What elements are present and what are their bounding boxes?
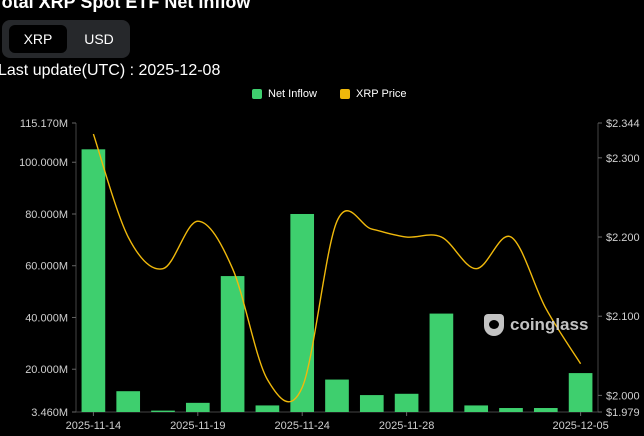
legend-swatch-xrp-price	[340, 89, 350, 99]
coinglass-watermark: coinglass	[484, 314, 588, 336]
bar-net-inflow	[255, 405, 280, 412]
x-tick-label: 2025-11-19	[170, 420, 225, 432]
legend-swatch-net-inflow	[252, 89, 262, 99]
line-xrp-price	[92, 133, 582, 403]
unit-toggle: XRP USD	[2, 20, 130, 58]
y-right-tick-label: $2.000	[606, 390, 640, 402]
bar-net-inflow	[359, 395, 384, 412]
y-right-tick-label: $2.300	[606, 153, 640, 165]
y-left-tick-label: 3.460M	[31, 407, 68, 419]
y-right-tick-label: $2.200	[606, 232, 640, 244]
y-left-tick-label: 20.000M	[25, 364, 68, 376]
bar-net-inflow	[499, 408, 523, 412]
y-right-tick-label: $2.100	[606, 311, 640, 323]
last-update-value: 2025-12-08	[138, 62, 221, 79]
y-left-tick-label: 100.000M	[19, 157, 68, 169]
legend-label-net-inflow: Net Inflow	[268, 88, 317, 100]
bar-net-inflow	[220, 276, 245, 412]
bar-net-inflow	[394, 393, 419, 412]
coinglass-logo-icon	[484, 314, 504, 336]
y-left-tick-label: 60.000M	[25, 261, 68, 273]
legend-item-xrp-price[interactable]: XRP Price	[340, 88, 407, 100]
chart-legend: Net Inflow XRP Price	[0, 88, 644, 104]
x-tick-label: 2025-11-24	[274, 420, 329, 432]
bar-net-inflow	[325, 379, 349, 412]
watermark-text: coinglass	[510, 315, 589, 334]
y-left-tick-label: 80.000M	[25, 209, 68, 221]
bar-net-inflow	[533, 408, 558, 412]
legend-label-xrp-price: XRP Price	[356, 88, 407, 100]
bar-net-inflow	[151, 410, 175, 412]
x-tick-label: 2025-12-05	[552, 420, 608, 432]
bar-net-inflow	[464, 405, 489, 412]
y-left-tick-label: 115.170M	[20, 118, 68, 130]
y-right-tick-label: $2.344	[606, 118, 640, 130]
bar-net-inflow	[116, 391, 141, 412]
bar-net-inflow	[568, 373, 593, 412]
toggle-xrp-button[interactable]: XRP	[9, 25, 67, 53]
last-update-label: Last update(UTC) :	[0, 62, 139, 79]
x-tick-label: 2025-11-14	[66, 420, 121, 432]
last-update: Last update(UTC) : 2025-12-08	[0, 62, 220, 80]
bar-net-inflow	[81, 149, 106, 412]
x-tick-label: 2025-11-28	[379, 420, 434, 432]
chart-title: Total XRP Spot ETF Net Inflow	[0, 0, 251, 12]
toggle-usd-button[interactable]: USD	[84, 31, 114, 47]
legend-item-net-inflow[interactable]: Net Inflow	[252, 88, 317, 100]
y-left-tick-label: 40.000M	[25, 312, 68, 324]
bar-net-inflow	[185, 402, 210, 412]
bar-net-inflow	[429, 313, 454, 412]
bar-net-inflow	[290, 213, 315, 412]
y-right-tick-label: $1.979	[606, 407, 640, 419]
